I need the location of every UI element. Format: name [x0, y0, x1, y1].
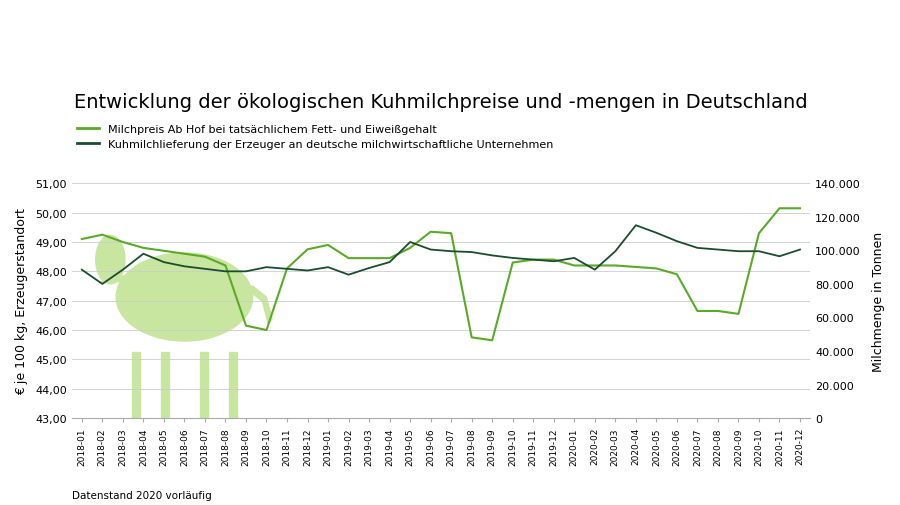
FancyBboxPatch shape	[161, 352, 169, 418]
Polygon shape	[101, 275, 126, 282]
Legend: Milchpreis Ab Hof bei tatsächlichem Fett- und Eiweißgehalt, Kuhmilchlieferung de: Milchpreis Ab Hof bei tatsächlichem Fett…	[77, 124, 554, 150]
Polygon shape	[248, 286, 272, 324]
FancyBboxPatch shape	[131, 352, 140, 418]
Ellipse shape	[95, 236, 125, 284]
FancyBboxPatch shape	[200, 352, 208, 418]
FancyBboxPatch shape	[230, 352, 237, 418]
Ellipse shape	[116, 254, 253, 341]
Y-axis label: € je 100 kg, Erzeugerstandort: € je 100 kg, Erzeugerstandort	[15, 208, 28, 394]
Title: Entwicklung der ökologischen Kuhmilchpreise und -mengen in Deutschland: Entwicklung der ökologischen Kuhmilchpre…	[74, 93, 807, 112]
Text: Datenstand 2020 vorläufig: Datenstand 2020 vorläufig	[72, 490, 211, 500]
Y-axis label: Milchmenge in Tonnen: Milchmenge in Tonnen	[872, 231, 885, 371]
